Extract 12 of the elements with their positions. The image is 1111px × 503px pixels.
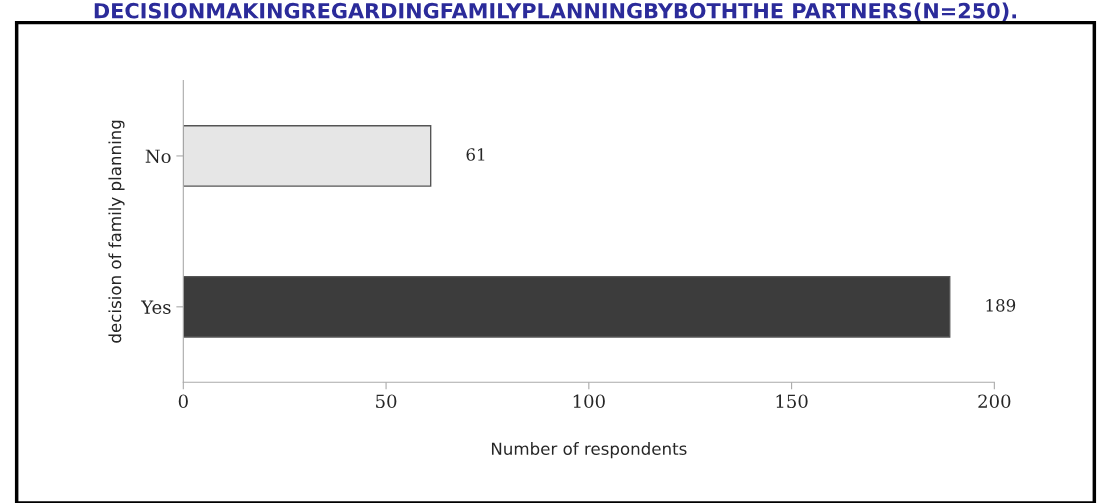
x-tick-label: 100	[573, 394, 605, 409]
y-tick-label: Yes	[141, 300, 171, 314]
chart-title: DECISIONMAKINGREGARDINGFAMILYPLANNINGBYBOTHTHE PARTNERS(N=250).	[94, 2, 1017, 22]
x-tick-label: 200	[978, 394, 1011, 409]
data-label: 61	[466, 148, 485, 161]
data-label: 189	[986, 299, 1016, 312]
x-axis-title: Number of respondents	[491, 442, 687, 459]
y-tick-label: No	[145, 149, 171, 164]
x-tick-label: 150	[776, 394, 808, 409]
x-tick-label: 50	[376, 394, 397, 409]
y-axis-title: decision of family planning	[108, 120, 125, 343]
x-tick-label: 0	[178, 394, 188, 409]
